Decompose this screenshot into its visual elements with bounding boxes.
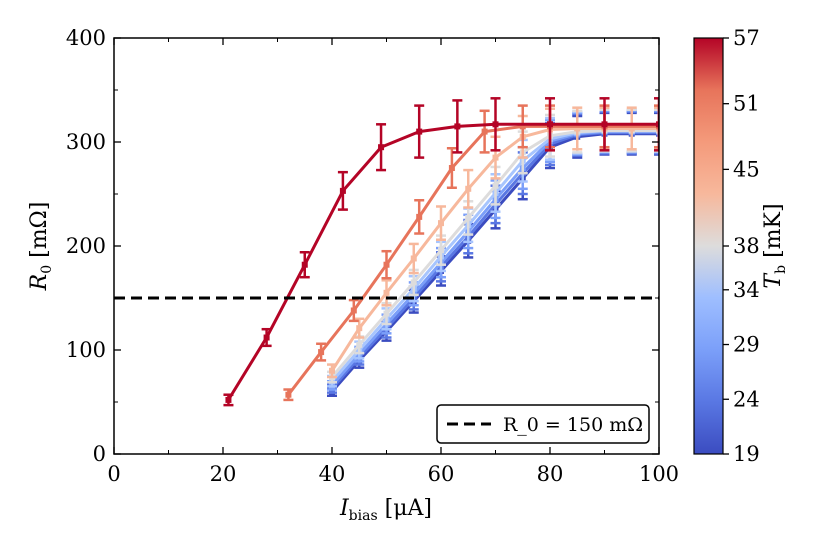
data-point (628, 125, 635, 132)
data-point (383, 261, 390, 268)
data-point (465, 185, 472, 192)
x-tick-label: 0 (107, 462, 120, 486)
data-point (378, 144, 385, 151)
colorbar-tick-label: 19 (733, 442, 760, 466)
x-axis-label: Ibias [μA] (339, 496, 432, 524)
data-point (416, 128, 423, 135)
y-tick-label: 0 (93, 442, 106, 466)
colorbar-gradient (693, 37, 724, 455)
colorbar-tick-label: 38 (733, 234, 760, 258)
y-axis-label: R0 [mΩ] (27, 202, 55, 292)
colorbar-tick-label: 29 (733, 333, 760, 357)
colorbar-tick-label: 34 (733, 278, 760, 302)
data-point (339, 187, 346, 194)
y-tick-label: 100 (66, 338, 106, 362)
data-point (301, 261, 308, 268)
data-point (574, 125, 581, 132)
data-point (263, 334, 270, 341)
y-tick-label: 200 (66, 234, 106, 258)
data-point (383, 289, 390, 296)
data-point (383, 310, 390, 317)
x-tick-label: 40 (319, 462, 346, 486)
x-tick-label: 20 (210, 462, 237, 486)
data-point (329, 367, 335, 374)
colorbar: 19 24 29 34 38 45 51 57 Tb [mK] (693, 26, 789, 466)
data-point (481, 128, 488, 135)
legend-box (436, 404, 650, 444)
data-point (438, 247, 444, 254)
data-point (285, 391, 292, 398)
data-point (547, 121, 553, 128)
plot-data (223, 97, 659, 407)
data-point (438, 220, 444, 227)
colorbar-tick-label: 45 (733, 157, 760, 181)
colorbar-tick-label: 57 (733, 26, 760, 50)
series-57mK (223, 97, 659, 407)
y-tick-label: 300 (66, 130, 106, 154)
data-point (350, 307, 357, 314)
data-point (492, 121, 499, 128)
legend: R_0 = 150 mΩ (436, 404, 650, 444)
data-point (656, 121, 659, 128)
data-point (465, 214, 472, 221)
data-point (492, 154, 499, 161)
x-tick-label: 100 (639, 462, 679, 486)
data-point (519, 123, 526, 130)
colorbar-label: Tb [mK] (761, 203, 789, 288)
colorbar-tick-label: 24 (733, 387, 760, 411)
data-point (410, 279, 417, 286)
axis-ticks: 0 20 40 60 80 100 0 100 200 300 400 (66, 26, 679, 486)
colorbar-ticks: 19 24 29 34 38 45 51 57 (723, 26, 760, 466)
data-point (356, 325, 363, 332)
data-point (225, 396, 232, 403)
data-point (448, 165, 455, 171)
legend-entry: R_0 = 150 mΩ (503, 414, 643, 436)
colorbar-tick-label: 51 (733, 92, 760, 116)
data-point (410, 255, 417, 262)
data-point (318, 349, 325, 356)
data-point (454, 123, 461, 130)
data-point (601, 121, 608, 128)
data-point (356, 341, 363, 348)
data-point (416, 213, 423, 220)
y-tick-label: 400 (66, 26, 106, 50)
data-point (492, 182, 499, 189)
plot-frame (113, 37, 660, 455)
x-tick-label: 80 (537, 462, 564, 486)
x-tick-label: 60 (428, 462, 455, 486)
